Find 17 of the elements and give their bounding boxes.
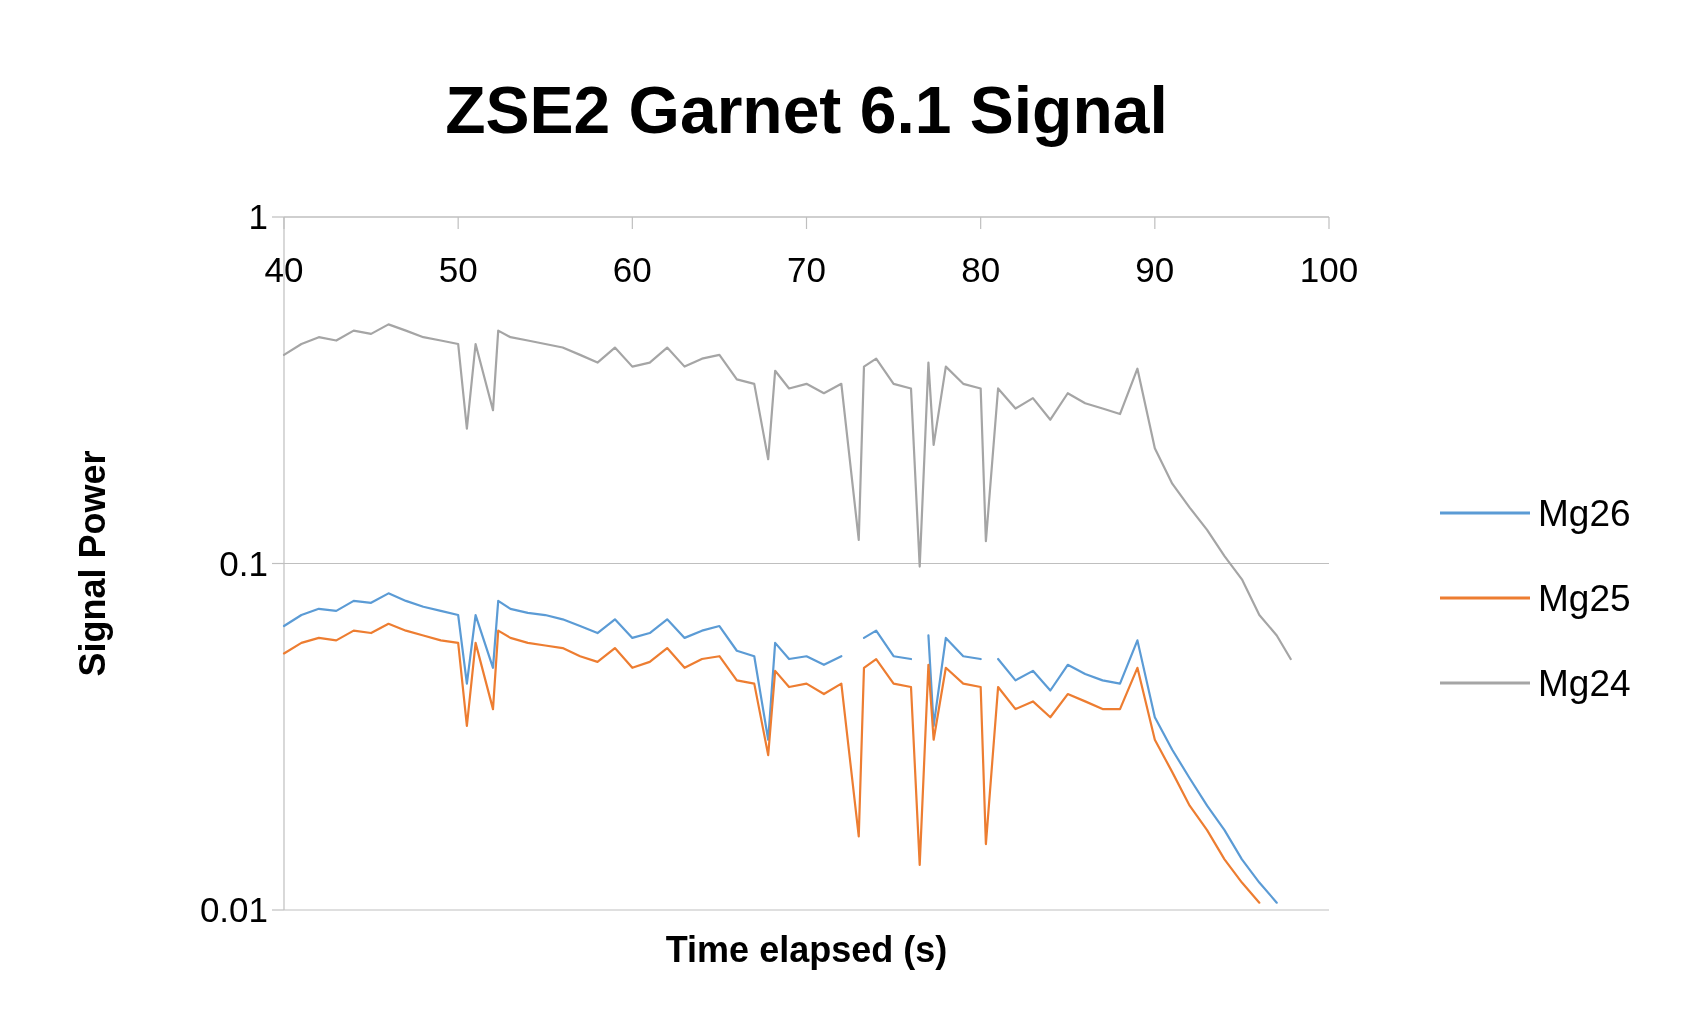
x-tick-label: 70 <box>787 250 826 289</box>
legend-label: Mg26 <box>1538 493 1631 534</box>
y-axis-title: Signal Power <box>72 450 113 677</box>
x-tick-label: 60 <box>612 250 652 289</box>
x-tick-label: 100 <box>1299 250 1359 289</box>
x-axis-title: Time elapsed (s) <box>665 929 948 970</box>
x-tick-label: 80 <box>961 250 1001 289</box>
legend-label: Mg24 <box>1538 663 1631 704</box>
chart-title: ZSE2 Garnet 6.1 Signal <box>445 73 1168 147</box>
y-tick-label: 0.01 <box>199 890 268 929</box>
x-tick-label: 90 <box>1135 250 1175 289</box>
y-tick-label: 1 <box>248 197 268 236</box>
line-series <box>282 323 1292 661</box>
legend-label: Mg25 <box>1538 578 1631 619</box>
x-tick-label: 50 <box>438 250 478 289</box>
y-tick-label: 0.1 <box>219 543 268 583</box>
x-tick-label: 40 <box>264 250 304 289</box>
